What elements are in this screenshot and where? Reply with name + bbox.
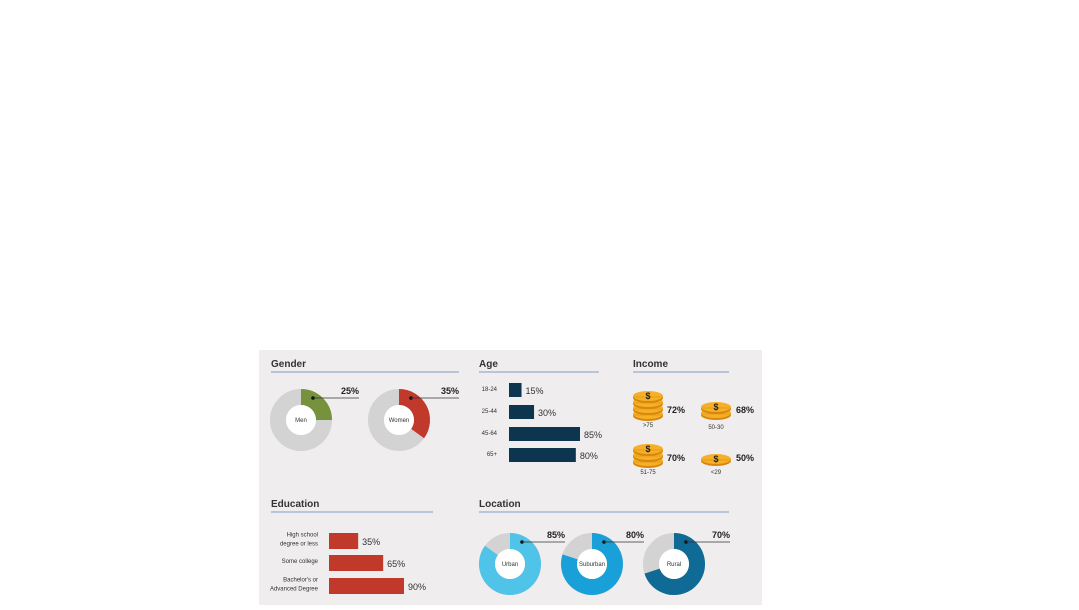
- income-value-label: 70%: [667, 453, 685, 463]
- education-category-label: Advanced Degree: [270, 587, 319, 593]
- income-value-label: 50%: [736, 453, 754, 463]
- gender-1-donut-hole: [384, 405, 414, 435]
- age-category-label: 25-44: [482, 409, 498, 415]
- income-category-label: <29: [711, 470, 722, 476]
- income-3-dollar-icon: $: [713, 454, 718, 464]
- location-1-donut-label: Suburban: [579, 562, 605, 568]
- income-0-dollar-icon: $: [645, 391, 650, 401]
- education-category-label: Bachelor's or: [283, 578, 318, 584]
- income-value-label: 72%: [667, 405, 685, 415]
- education-category-label: degree or less: [280, 542, 318, 548]
- income-2-coin-2-face: [633, 444, 663, 454]
- location-title: Location: [479, 499, 521, 510]
- location-0-donut-arc: [479, 533, 541, 595]
- income-3-coin-0-face: [701, 454, 731, 464]
- gender-title: Gender: [271, 359, 306, 370]
- age-value-label: 85%: [584, 430, 602, 440]
- gender-0-value-label: 25%: [341, 386, 359, 396]
- gender-1-donut-arc: [398, 389, 430, 439]
- income-1-coin-1-face: [701, 402, 731, 412]
- age-bar: [509, 427, 580, 441]
- age-bar: [509, 405, 535, 419]
- location-0-donut-label: Urban: [502, 562, 518, 568]
- gender-1-value-label: 35%: [441, 386, 459, 396]
- location-2-donut-hole: [659, 549, 689, 579]
- gender-0-donut-arc: [300, 389, 332, 421]
- education-category-label: High school: [287, 533, 318, 539]
- location-2-donut-label: Rural: [667, 562, 681, 568]
- income-title: Income: [633, 359, 668, 370]
- infographic-panel: Gender Men 25% Women 35% Age 18-24 15% 25-44 30% 4…: [259, 350, 762, 605]
- education-title: Education: [271, 499, 319, 510]
- education-category-label: Some college: [282, 559, 319, 565]
- income-value-label: 68%: [736, 405, 754, 415]
- age-title: Age: [479, 359, 498, 370]
- age-value-label: 15%: [526, 386, 544, 396]
- gender-0-donut-hole: [286, 405, 316, 435]
- income-1-dollar-icon: $: [713, 402, 718, 412]
- education-bar: [329, 555, 384, 571]
- location-1-value-label: 80%: [626, 530, 644, 540]
- income-category-label: >75: [643, 423, 654, 429]
- location-0-value-label: 85%: [547, 530, 565, 540]
- income-category-label: 50-30: [708, 425, 724, 431]
- age-value-label: 80%: [580, 451, 598, 461]
- education-value-label: 90%: [408, 582, 426, 592]
- location-2-donut-arc: [644, 533, 705, 595]
- location-2-value-label: 70%: [712, 530, 730, 540]
- age-bar: [509, 383, 522, 397]
- age-value-label: 30%: [538, 408, 556, 418]
- location-1-donut-hole: [577, 549, 607, 579]
- education-bar: [329, 578, 404, 594]
- age-category-label: 18-24: [482, 387, 498, 393]
- location-1-donut-arc: [561, 533, 623, 595]
- location-0-donut-hole: [495, 549, 525, 579]
- age-category-label: 65+: [487, 452, 498, 458]
- education-value-label: 65%: [387, 559, 405, 569]
- age-category-label: 45-64: [482, 431, 498, 437]
- education-value-label: 35%: [362, 537, 380, 547]
- infographic-svg: Gender Men 25% Women 35% Age 18-24 15% 25-44 30% 4…: [270, 359, 754, 595]
- age-bar: [509, 448, 576, 462]
- education-bar: [329, 533, 359, 549]
- income-0-coin-3-face: [633, 391, 663, 401]
- income-category-label: 51-75: [640, 470, 656, 476]
- gender-0-donut-label: Men: [295, 418, 307, 424]
- income-2-dollar-icon: $: [645, 444, 650, 454]
- gender-1-donut-label: Women: [389, 418, 410, 424]
